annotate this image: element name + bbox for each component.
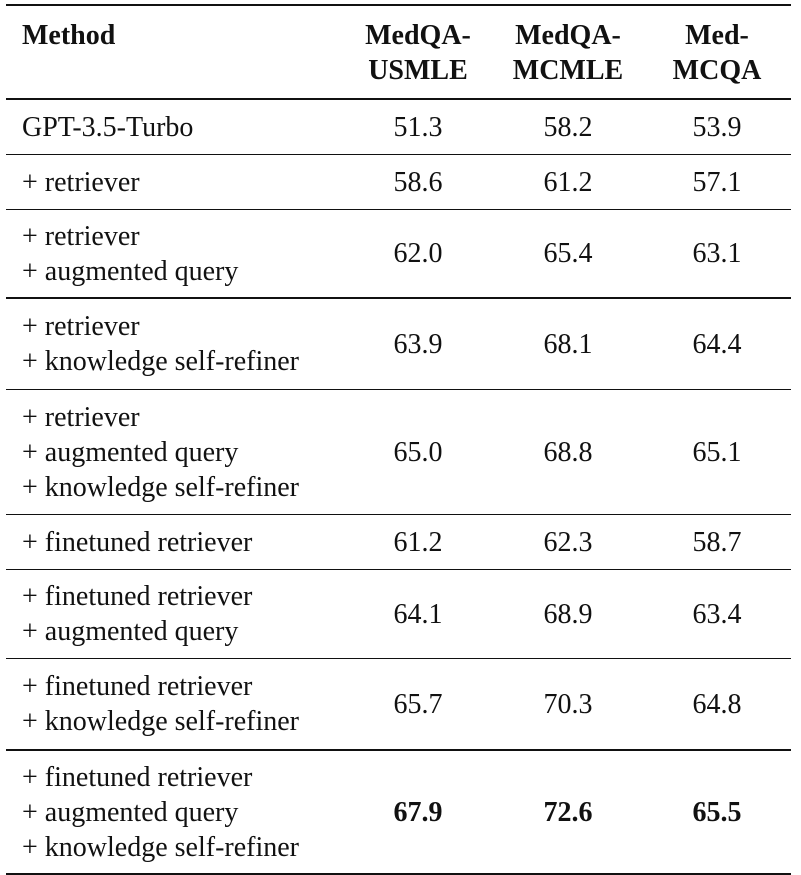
header-line: USMLE [368,55,468,86]
usmle-score-cell: 58.6 [343,154,493,210]
mcmle-score-cell: 62.3 [493,514,643,570]
table-row: + retriever + augmented query 62.0 65.4 … [6,209,791,299]
medmcqa-score-cell: 58.7 [643,514,791,570]
medmcqa-score-cell: 53.9 [643,99,791,155]
header-line: MedQA- [515,20,621,51]
header-line: Med- [685,20,749,51]
usmle-score-cell: 65.0 [343,389,493,515]
method-column-header: Method [6,4,343,100]
method-line: GPT-3.5-Turbo [22,111,194,143]
method-cell: + finetuned retriever + augmented query [6,569,343,659]
table-row: + finetuned retriever + augmented query … [6,749,791,875]
method-line: + retriever [22,401,140,433]
method-line: + knowledge self-refiner [22,346,300,377]
method-line: + retriever [22,311,140,342]
usmle-score-cell: 62.0 [343,209,493,299]
method-line: + knowledge self-refiner [22,706,300,737]
method-cell: + retriever [6,154,343,210]
mcmle-score-cell: 68.1 [493,297,643,390]
table-row: + finetuned retriever + augmented query … [6,569,791,659]
method-cell: + retriever + knowledge self-refiner [6,297,343,390]
method-line: + finetuned retriever [22,761,253,793]
usmle-score-cell: 64.1 [343,569,493,659]
table-row: + retriever + knowledge self-refiner 63.… [6,297,791,390]
usmle-score-cell: 51.3 [343,99,493,155]
medmcqa-column-header: Med- MCQA [643,4,791,100]
method-line: + finetuned retriever [22,671,253,702]
table-row: + retriever + augmented query + knowledg… [6,389,791,515]
mcmle-score-cell: 61.2 [493,154,643,210]
mcmle-score-cell: 65.4 [493,209,643,299]
usmle-score-cell: 61.2 [343,514,493,570]
method-cell: + finetuned retriever + knowledge self-r… [6,658,343,751]
method-line: + retriever [22,166,140,198]
mcmle-score-cell: 70.3 [493,658,643,751]
results-table: Method MedQA- USMLE MedQA- MCMLE Med- MC… [6,4,791,875]
medqa-usmle-column-header: MedQA- USMLE [343,4,493,100]
table-row: + finetuned retriever + knowledge self-r… [6,658,791,751]
method-line: + augmented query [22,436,239,468]
medmcqa-score-cell: 65.1 [643,389,791,515]
table-row: GPT-3.5-Turbo 51.3 58.2 53.9 [6,99,791,155]
header-line: MedQA- [365,20,471,51]
method-line: + finetuned retriever [22,526,253,558]
mcmle-score-cell: 68.8 [493,389,643,515]
method-line: + finetuned retriever [22,581,253,612]
medqa-mcmle-column-header: MedQA- MCMLE [493,4,643,100]
method-line: + knowledge self-refiner [22,471,300,503]
method-line: + augmented query [22,616,239,647]
method-cell: + finetuned retriever + augmented query … [6,749,343,875]
medmcqa-score-cell: 64.4 [643,297,791,390]
usmle-score-cell: 67.9 [343,749,493,875]
table-row: + retriever 58.6 61.2 57.1 [6,154,791,210]
usmle-score-cell: 63.9 [343,297,493,390]
usmle-score-cell: 65.7 [343,658,493,751]
method-line: + augmented query [22,255,239,287]
mcmle-score-cell: 72.6 [493,749,643,875]
table-row: + finetuned retriever 61.2 62.3 58.7 [6,514,791,570]
method-line: + knowledge self-refiner [22,831,300,863]
method-cell: + retriever + augmented query [6,209,343,299]
header-line: MCMLE [512,55,624,86]
method-cell: + retriever + augmented query + knowledg… [6,389,343,515]
header-line: MCQA [672,55,762,86]
medmcqa-score-cell: 57.1 [643,154,791,210]
mcmle-score-cell: 58.2 [493,99,643,155]
method-line: + retriever [22,220,140,252]
medmcqa-score-cell: 63.1 [643,209,791,299]
medmcqa-score-cell: 65.5 [643,749,791,875]
header-row: Method MedQA- USMLE MedQA- MCMLE Med- MC… [6,4,791,100]
mcmle-score-cell: 68.9 [493,569,643,659]
medmcqa-score-cell: 63.4 [643,569,791,659]
method-cell: + finetuned retriever [6,514,343,570]
medmcqa-score-cell: 64.8 [643,658,791,751]
method-line: + augmented query [22,796,239,828]
method-cell: GPT-3.5-Turbo [6,99,343,155]
